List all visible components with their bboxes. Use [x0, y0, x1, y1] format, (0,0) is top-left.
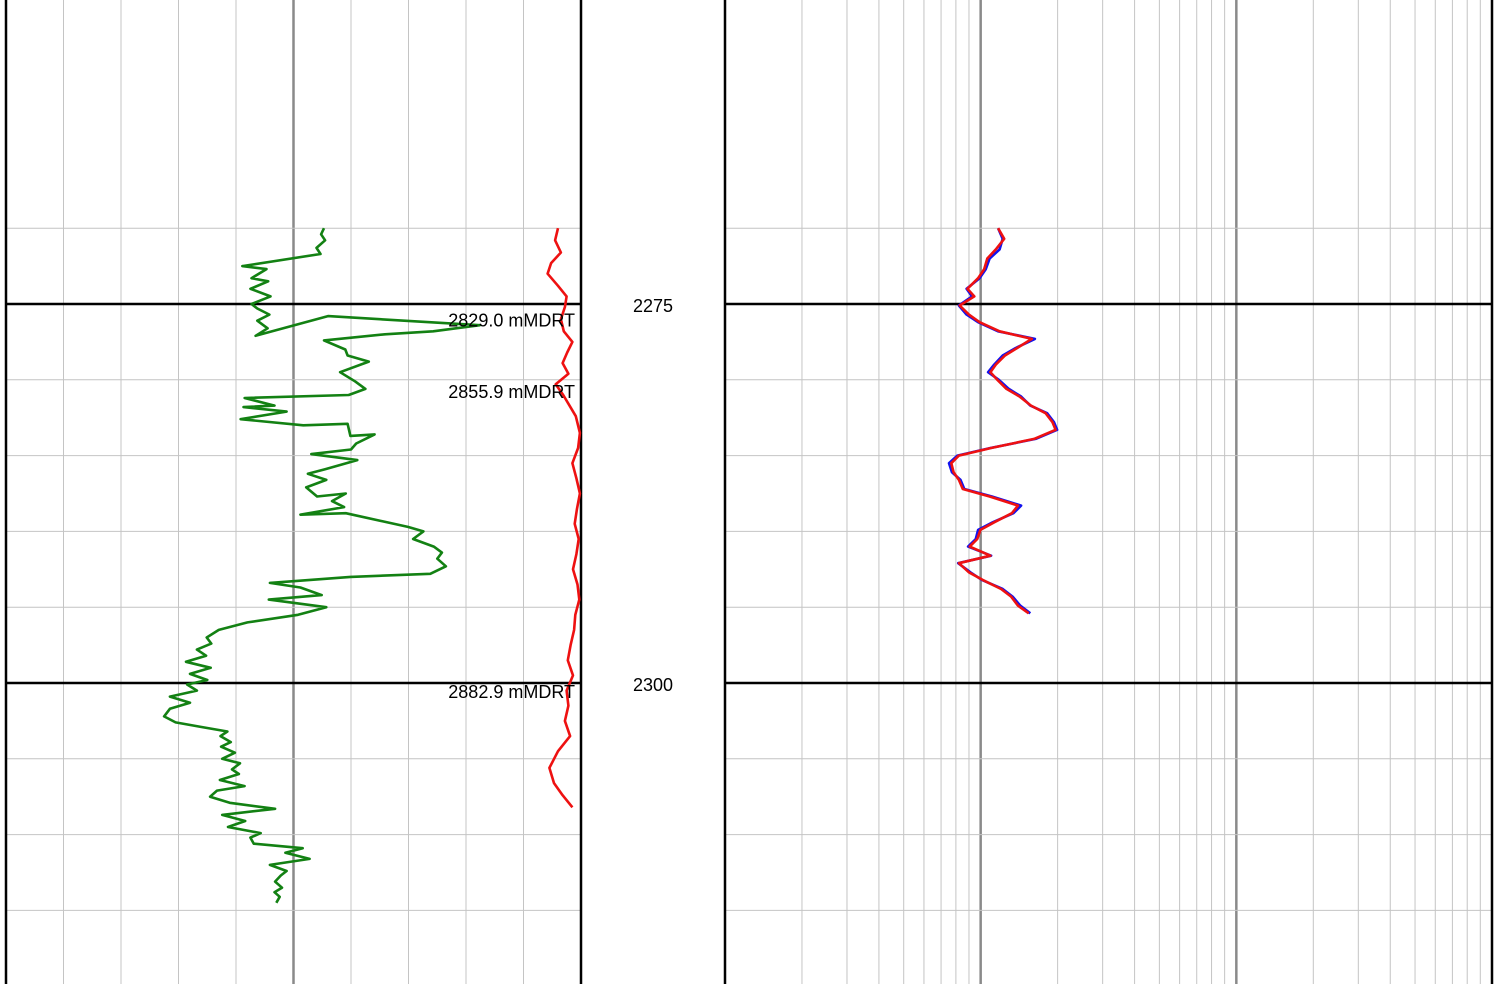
green-log-curve — [162, 227, 482, 904]
red-log-curve-left — [546, 227, 582, 809]
depth-label: 2275 — [633, 296, 673, 316]
depth-annotation: 2829.0 mMDRT — [448, 311, 575, 331]
depth-annotation: 2882.9 mMDRT — [448, 682, 575, 702]
depth-annotation: 2855.9 mMDRT — [448, 382, 575, 402]
left-track: 2829.0 mMDRT 2855.9 mMDRT 2882.9 mMDRT — [4, 0, 583, 984]
blue-resistivity-curve — [947, 227, 1059, 615]
right-track — [723, 0, 1494, 984]
depth-track: 2275 2300 — [633, 296, 673, 695]
red-resistivity-curve — [949, 227, 1057, 615]
depth-label: 2300 — [633, 675, 673, 695]
